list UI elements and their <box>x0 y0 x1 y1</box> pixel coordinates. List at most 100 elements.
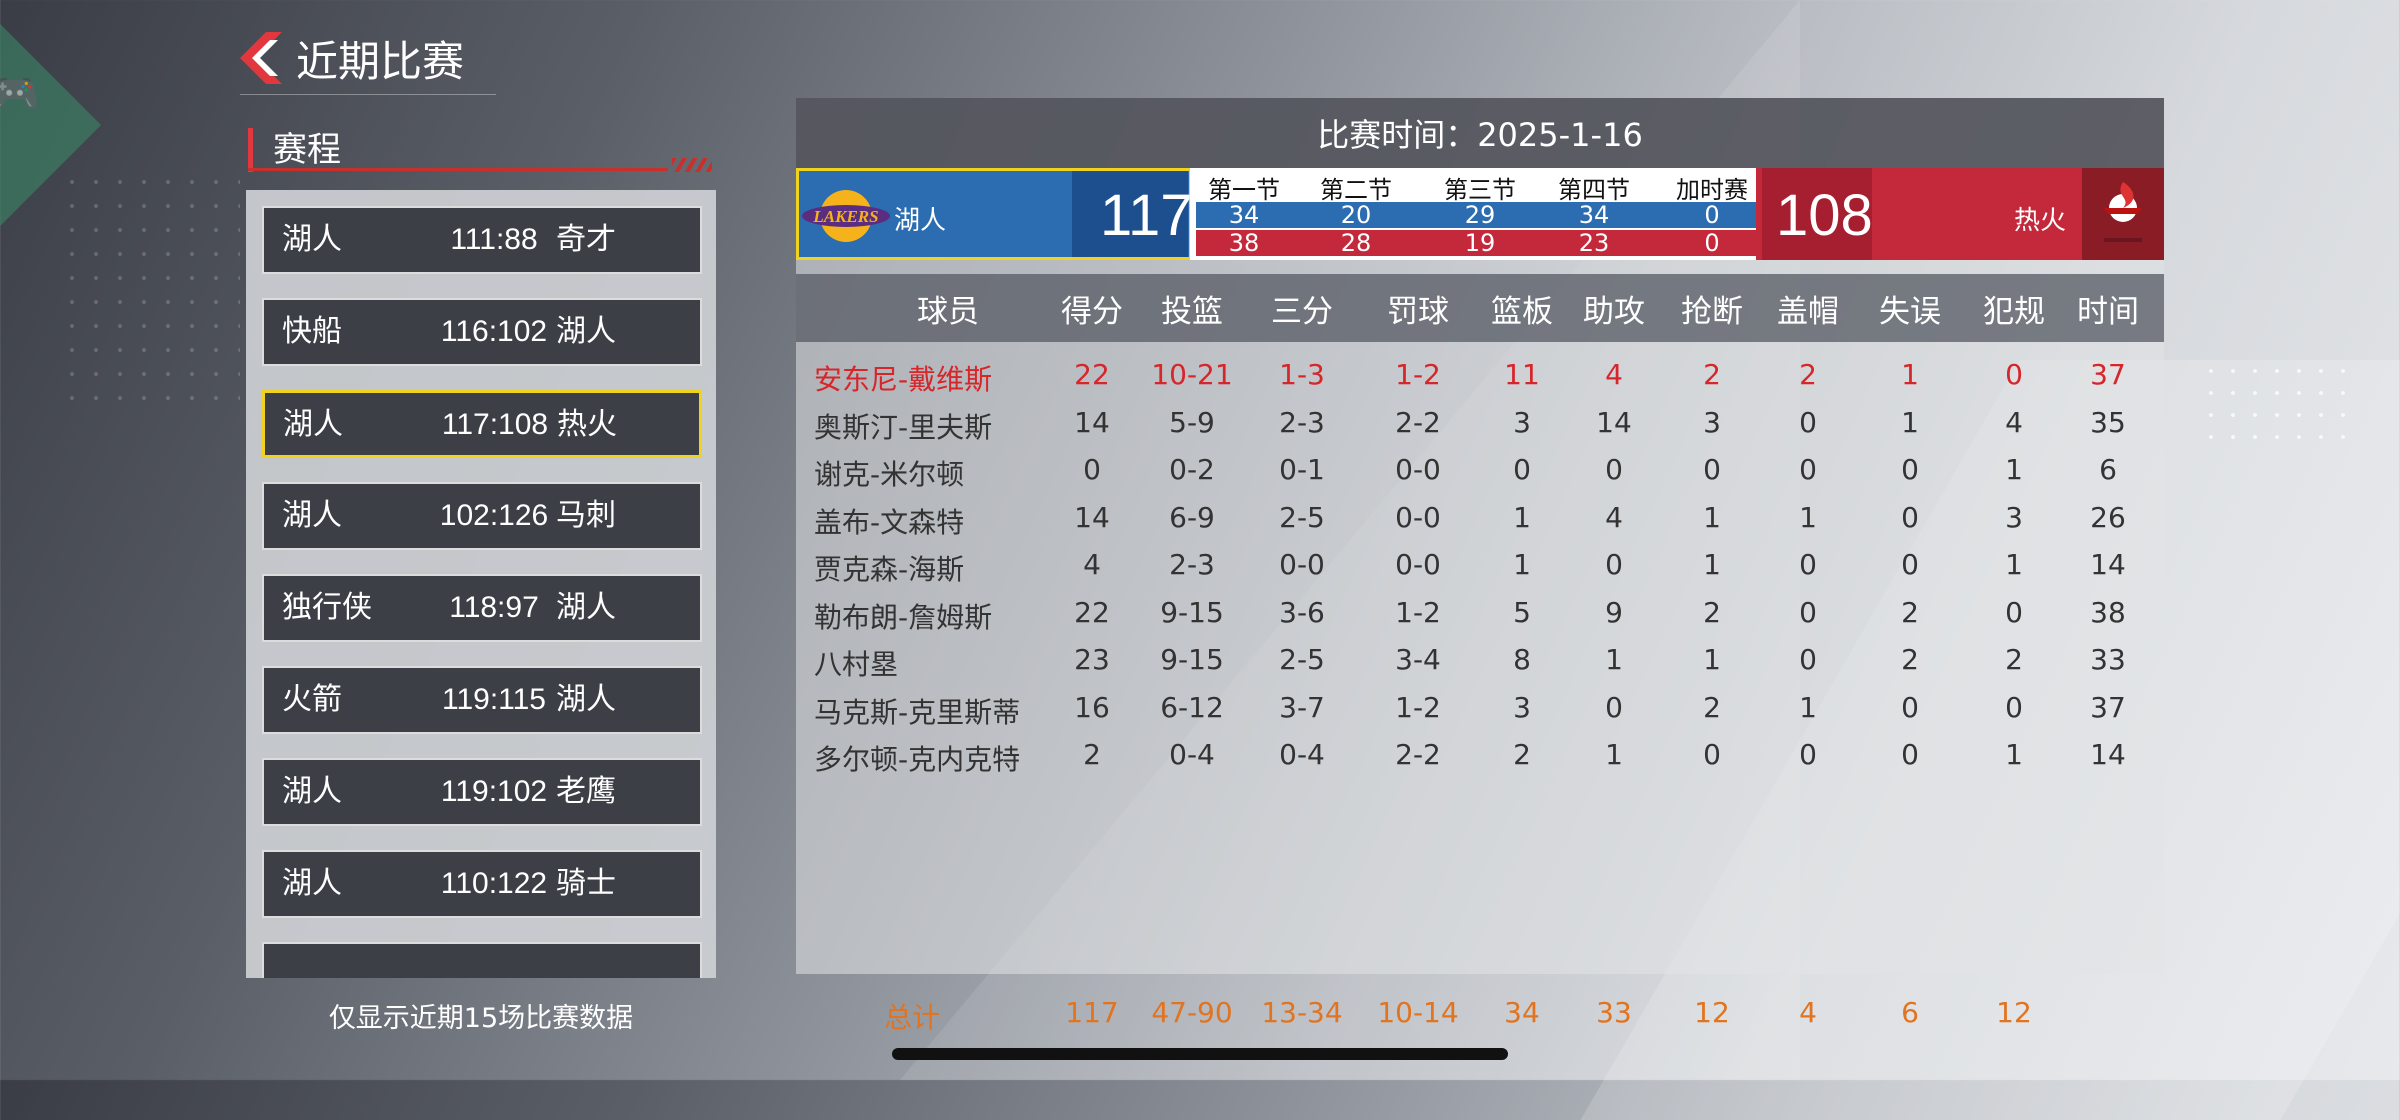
section-title: 赛程 <box>248 128 341 172</box>
stats-header: 失误 <box>1879 294 1941 330</box>
stat-cell: 0 <box>2005 358 2023 391</box>
stat-cell: 1 <box>1901 358 1919 391</box>
home-team: 湖人 <box>282 498 342 533</box>
stat-cell: 0 <box>1901 500 1919 534</box>
stat-cell: 1 <box>1901 405 1919 439</box>
stat-cell: 2 <box>1513 738 1531 771</box>
stat-cell: 0 <box>1605 453 1623 486</box>
home-team: 火箭 <box>282 682 342 717</box>
decor-stripes <box>672 158 712 172</box>
stat-cell: 4 <box>1605 358 1623 391</box>
chevron-left-icon[interactable] <box>236 30 286 86</box>
stat-cell: 0 <box>2005 690 2023 724</box>
total-cell: 10-14 <box>1377 996 1459 1029</box>
away-score-bg <box>1762 168 1872 260</box>
stat-cell: 1 <box>1513 548 1531 581</box>
away-team-score: 108 <box>1776 183 1873 248</box>
home-team: 湖人 <box>282 774 342 809</box>
schedule-item[interactable]: 湖人 117:108 热火 <box>262 390 702 458</box>
divider <box>240 94 496 95</box>
stat-cell: 3-4 <box>1395 643 1441 676</box>
player-name: 贾克森-海斯 <box>814 553 965 586</box>
total-cell: 4 <box>1799 996 1817 1029</box>
game-score: 119:115 <box>442 683 546 716</box>
stat-cell: 38 <box>2090 595 2126 629</box>
stat-cell: 2-3 <box>1169 548 1215 581</box>
stat-cell: 1 <box>1799 500 1817 534</box>
stat-cell: 6-9 <box>1169 500 1215 534</box>
stat-cell: 2-5 <box>1279 643 1325 676</box>
schedule-item[interactable]: 独行侠 118:97 湖人 <box>262 574 702 642</box>
schedule-list[interactable]: 湖人 111:88 奇才 快船 116:102 湖人 湖人 117:108 热火 湖人 102:12… <box>246 190 716 978</box>
stat-cell: 2 <box>1703 690 1721 724</box>
stat-cell: 0 <box>1605 548 1623 581</box>
total-cell: 33 <box>1596 996 1632 1029</box>
schedule-item[interactable]: 湖人 111:88 奇才 <box>262 206 702 274</box>
stat-cell: 14 <box>2090 738 2126 771</box>
page-title: 近期比赛 <box>296 37 465 86</box>
away-team: 奇才 <box>556 222 616 257</box>
stat-cell: 2 <box>2005 643 2023 676</box>
player-name: 马克斯-克里斯蒂 <box>814 695 1021 729</box>
stat-cell: 2-2 <box>1395 738 1441 771</box>
home-indicator[interactable] <box>892 1048 1508 1060</box>
stat-cell: 6 <box>2099 453 2117 486</box>
home-team: 快船 <box>282 314 342 349</box>
stat-cell: 1-3 <box>1279 358 1325 391</box>
stat-cell: 1 <box>1703 643 1721 676</box>
player-name: 盖布-文森特 <box>814 505 965 539</box>
stat-cell: 1-2 <box>1395 358 1441 391</box>
away-quarter-score: 38 <box>1228 229 1260 257</box>
stat-cell: 1-2 <box>1395 690 1441 724</box>
stat-cell: 0 <box>1799 738 1817 771</box>
schedule-item[interactable]: 湖人 102:126 马刺 <box>262 482 702 550</box>
gamepad-icon[interactable]: 🎮 <box>0 71 40 117</box>
stat-cell: 0 <box>1901 690 1919 724</box>
player-name: 多尔顿-克内克特 <box>814 743 1021 776</box>
stat-cell: 0 <box>1799 548 1817 581</box>
stat-cell: 0 <box>1901 453 1919 486</box>
stat-cell: 0-0 <box>1279 548 1325 581</box>
stats-header: 罚球 <box>1387 294 1449 330</box>
stat-cell: 4 <box>1605 500 1623 534</box>
stat-cell: 2 <box>1901 595 1919 629</box>
stat-cell: 23 <box>1074 643 1110 676</box>
game-score: 102:126 <box>439 499 549 532</box>
stat-cell: 0 <box>1799 595 1817 629</box>
stat-cell: 0 <box>2005 595 2023 629</box>
stat-cell: 0-4 <box>1169 738 1215 771</box>
stat-cell: 35 <box>2090 405 2126 439</box>
schedule-item[interactable]: 火箭 119:115 湖人 <box>262 666 702 734</box>
schedule-item[interactable]: 湖人 110:122 骑士 <box>262 850 702 918</box>
stat-cell: 1 <box>1513 500 1531 534</box>
stat-cell: 33 <box>2090 643 2126 676</box>
away-quarter-score: 23 <box>1578 229 1610 257</box>
stat-cell: 22 <box>1074 595 1110 629</box>
stat-cell: 9 <box>1605 595 1623 629</box>
stat-cell: 0-4 <box>1279 738 1325 771</box>
away-quarter-score: 0 <box>1704 229 1720 257</box>
quarter-label: 第四节 <box>1558 176 1630 204</box>
stat-cell: 16 <box>1074 690 1110 724</box>
away-team: 热火 <box>557 407 617 442</box>
away-team: 马刺 <box>556 498 616 533</box>
stats-header: 得分 <box>1061 294 1123 330</box>
stat-cell: 2 <box>1901 643 1919 676</box>
stat-cell: 10-21 <box>1151 358 1233 391</box>
stat-cell: 3-6 <box>1279 595 1325 629</box>
away-team: 湖人 <box>556 314 616 349</box>
schedule-item[interactable]: 湖人 119:102 老鹰 <box>262 758 702 826</box>
away-team: 骑士 <box>556 866 616 901</box>
player-name: 谢克-米尔顿 <box>814 458 965 491</box>
total-cell: 12 <box>1694 996 1730 1029</box>
stat-cell: 0 <box>1605 690 1623 724</box>
schedule-item[interactable] <box>262 942 702 978</box>
away-quarter-score: 28 <box>1340 229 1372 257</box>
total-cell: 13-34 <box>1261 996 1343 1029</box>
stat-cell: 3 <box>1513 405 1531 439</box>
game-score: 111:88 <box>450 223 538 256</box>
stat-cell: 5 <box>1513 595 1531 629</box>
total-cell: 117 <box>1065 996 1119 1029</box>
stat-cell: 0-2 <box>1169 453 1215 486</box>
schedule-item[interactable]: 快船 116:102 湖人 <box>262 298 702 366</box>
